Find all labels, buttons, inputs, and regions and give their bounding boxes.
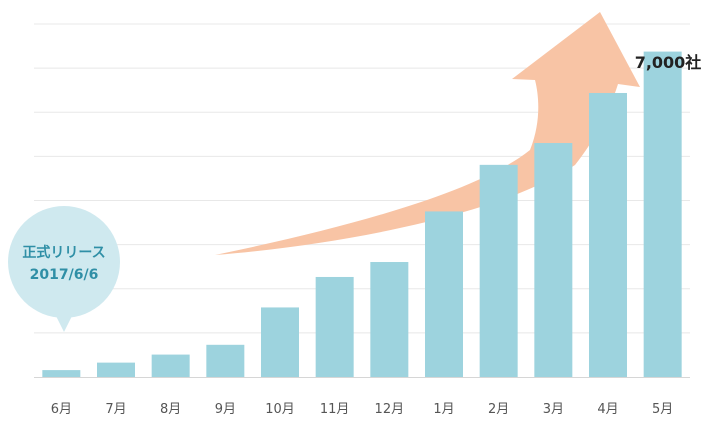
x-tick-label: 3月: [543, 402, 564, 417]
release-bubble-date: 2017/6/6: [30, 267, 99, 283]
bar-7: [370, 262, 409, 377]
growth-arrow: [215, 12, 640, 255]
bar-4: [206, 344, 245, 377]
bar-12: [643, 51, 682, 377]
release-bubble-tail: [55, 314, 73, 332]
x-tick-label: 10月: [265, 402, 295, 417]
final-value-label: 7,000社: [635, 53, 702, 72]
x-tick-label: 6月: [51, 402, 72, 417]
x-tick-label: 12月: [375, 402, 405, 417]
x-tick-label: 7月: [105, 402, 126, 417]
bar-9: [479, 164, 518, 377]
x-tick-label: 4月: [597, 402, 618, 417]
bar-11: [589, 92, 627, 377]
x-tick-label: 5月: [652, 402, 673, 417]
release-bubble: 正式リリース 2017/6/6: [8, 206, 120, 332]
x-tick-label: 2月: [488, 402, 509, 417]
x-tick-label: 9月: [215, 402, 236, 417]
bar-8: [425, 211, 463, 377]
gridlines: [34, 23, 690, 334]
bar-6: [315, 276, 354, 377]
bar-10: [534, 143, 573, 377]
bar-3: [151, 354, 190, 377]
x-tick-label: 11月: [320, 402, 350, 417]
release-bubble-title: 正式リリース: [22, 244, 105, 261]
release-bubble-circle: [8, 206, 120, 318]
bar-1: [42, 370, 81, 377]
x-tick-label: 1月: [433, 402, 454, 417]
x-tick-labels: 6月 7月 8月 9月 10月 11月 12月 1月 2月 3月 4月 5月: [51, 402, 674, 417]
bar-5: [261, 307, 299, 377]
bars: [42, 51, 682, 377]
x-tick-label: 8月: [160, 402, 181, 417]
bar-2: [97, 362, 135, 377]
